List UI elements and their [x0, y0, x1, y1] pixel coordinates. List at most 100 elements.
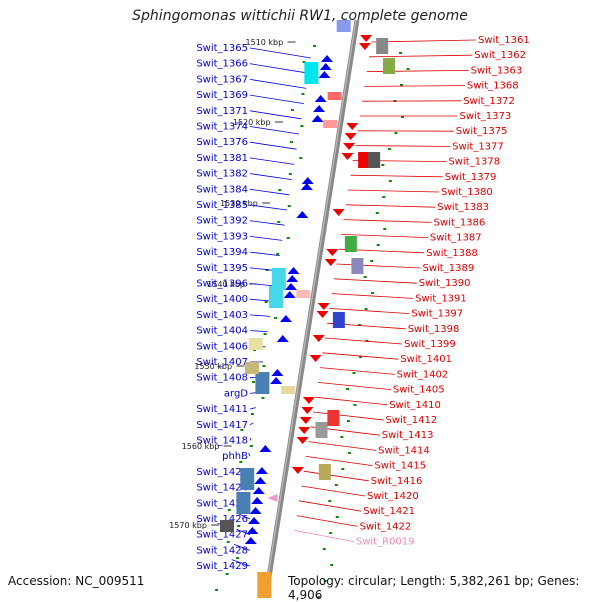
right-gene-label: Swit_1413 [382, 430, 434, 441]
left-gene-label: Swit_1365 [196, 43, 248, 54]
gene-block [333, 312, 345, 328]
gene-tick [352, 372, 355, 374]
gene-tick [347, 420, 350, 422]
left-gene-leader [250, 189, 289, 195]
gene-tick [278, 189, 281, 191]
left-gene-leader [250, 127, 299, 135]
right-gene-leader [304, 471, 369, 481]
reverse-gene-arrow [346, 123, 358, 130]
forward-gene-arrow [312, 115, 324, 122]
left-gene-leader [250, 64, 309, 73]
right-gene-label: Swit_1373 [460, 111, 512, 122]
gene-block [351, 258, 363, 274]
left-gene-label: Swit_1384 [196, 184, 248, 195]
left-gene-leader [250, 423, 253, 425]
gene-block [383, 58, 395, 74]
gene-tick [237, 525, 240, 527]
gene-tick [313, 45, 316, 47]
reverse-gene-arrow [342, 153, 354, 160]
forward-gene-arrow [254, 477, 266, 484]
right-gene-label: Swit_1420 [367, 491, 419, 502]
gene-tick [288, 205, 291, 207]
gene-tick [381, 164, 384, 166]
left-gene-label: Swit_1418 [196, 436, 248, 447]
gene-tick [364, 276, 367, 278]
gene-block [240, 468, 254, 490]
left-gene-label: Swit_1411 [196, 404, 248, 415]
gene-tick [329, 532, 332, 534]
forward-gene-arrow [302, 177, 314, 184]
gene-block [327, 410, 339, 426]
reverse-gene-arrow [360, 35, 372, 42]
left-gene-leader [250, 438, 251, 441]
gene-tick [323, 548, 326, 550]
gene-block [368, 152, 380, 168]
gene-block [337, 20, 351, 32]
forward-gene-arrow [270, 377, 282, 384]
forward-gene-arrow [284, 291, 296, 298]
right-gene-label: Swit_1383 [437, 202, 489, 213]
left-gene-label: Swit_1374 [196, 122, 248, 133]
right-gene-label: Swit_1377 [452, 141, 504, 152]
reverse-gene-arrow [343, 143, 355, 150]
forward-gene-arrow [271, 369, 283, 376]
gene-block [376, 38, 388, 54]
right-gene-leader [369, 55, 472, 57]
reverse-gene-arrow [359, 43, 371, 50]
right-gene-label: Swit_1415 [374, 461, 426, 472]
gene-tick [251, 413, 254, 415]
left-gene-label: Swit_1382 [196, 169, 248, 180]
left-gene-label: phhB [222, 451, 248, 462]
forward-gene-arrow [246, 527, 258, 534]
forward-gene-arrow [248, 517, 260, 524]
gene-tick [265, 301, 268, 303]
reverse-gene-arrow [345, 133, 357, 140]
gene-tick [264, 333, 267, 335]
right-gene-label: Swit_1386 [434, 217, 486, 228]
gene-tick [328, 500, 331, 502]
left-gene-leader [250, 284, 275, 287]
gene-block [236, 492, 250, 514]
left-gene-leader [250, 315, 270, 317]
gene-block [249, 338, 263, 350]
forward-gene-arrow [288, 267, 300, 274]
right-gene-leader [350, 175, 442, 177]
right-gene-label: Swit_1391 [415, 293, 467, 304]
right-gene-label: Swit_1379 [445, 172, 497, 183]
left-gene-label: Swit_1400 [196, 294, 248, 305]
gene-tick [353, 404, 356, 406]
right-gene-label: Swit_1389 [423, 263, 475, 274]
left-gene-label: Swit_1369 [196, 90, 248, 101]
gene-block [323, 120, 337, 128]
gene-block [304, 62, 318, 84]
gene-tick [341, 468, 344, 470]
forward-gene-arrow [277, 335, 289, 342]
gene-tick [274, 317, 277, 319]
gene-tick [290, 141, 293, 143]
left-gene-leader [250, 79, 306, 88]
forward-gene-arrow [285, 283, 297, 290]
gene-tick [227, 541, 230, 543]
gene-tick [287, 237, 290, 239]
forward-gene-arrow [256, 467, 268, 474]
gene-tick [377, 244, 380, 246]
forward-gene-arrow [320, 63, 332, 70]
forward-gene-arrow [259, 445, 271, 452]
gene-tick [250, 445, 253, 447]
gene-tick [340, 436, 343, 438]
left-gene-label: argD [224, 388, 248, 399]
right-gene-label: Swit_1390 [419, 278, 471, 289]
right-gene-leader [334, 279, 417, 283]
right-gene-leader [313, 412, 383, 420]
right-gene-leader [315, 397, 387, 405]
left-gene-label: Swit_1366 [196, 59, 248, 70]
right-gene-label: Swit_1378 [448, 157, 500, 168]
right-gene-label: Swit_1422 [360, 521, 412, 532]
gene-tick [262, 365, 265, 367]
gene-block [255, 372, 269, 394]
gene-block [328, 92, 342, 100]
forward-gene-arrow [315, 95, 327, 102]
forward-gene-arrow [313, 105, 325, 112]
gene-tick [389, 180, 392, 182]
right-gene-leader [332, 294, 413, 299]
